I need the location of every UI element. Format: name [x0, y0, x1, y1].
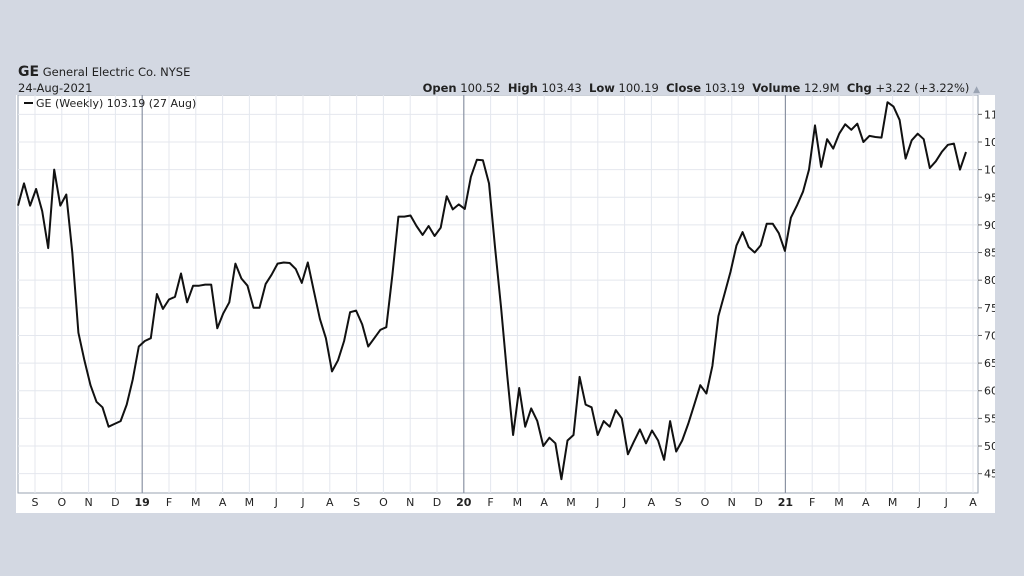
x-tick-label: O	[701, 496, 710, 509]
x-tick-label: O	[379, 496, 388, 509]
exchange-name: NYSE	[160, 65, 191, 79]
open-label: Open	[422, 81, 457, 95]
chg-value: +3.22 (+3.22%)	[875, 81, 970, 95]
x-tick-label: A	[862, 496, 870, 509]
plot-area	[17, 95, 979, 494]
volume-value: 12.9M	[804, 81, 840, 95]
y-tick-label: 110	[984, 108, 995, 121]
y-tick-label: 65	[984, 357, 995, 370]
y-tick-label: 55	[984, 412, 995, 425]
y-tick-label: 95	[984, 191, 995, 204]
y-tick-label: 80	[984, 274, 995, 287]
y-tick-label: 75	[984, 302, 995, 315]
x-tick-label: N	[728, 496, 736, 509]
x-tick-label: S	[353, 496, 360, 509]
open-value: 100.52	[460, 81, 501, 95]
x-tick-label: A	[648, 496, 656, 509]
x-tick-label: O	[57, 496, 66, 509]
x-tick-label: S	[675, 496, 682, 509]
legend-entry: GE (Weekly) 103.19 (27 Aug)	[36, 97, 196, 110]
x-tick-label: 20	[456, 496, 472, 509]
x-tick-label: J	[274, 496, 278, 509]
price-chart: 45 50 55 60 65 70 75 80 85 90 95 100 105 110 S O N D 19 F M A…	[17, 95, 995, 509]
x-tick-label: F	[487, 496, 493, 509]
x-tick-label: F	[809, 496, 815, 509]
x-tick-label: M	[566, 496, 576, 509]
x-tick-label: M	[834, 496, 844, 509]
chg-label: Chg	[846, 81, 872, 95]
x-tick-label: J	[944, 496, 948, 509]
y-tick-label: 90	[984, 219, 995, 232]
close-value: 103.19	[704, 81, 745, 95]
volume-label: Volume	[752, 81, 801, 95]
high-value: 103.43	[541, 81, 582, 95]
x-tick-label: J	[595, 496, 599, 509]
low-value: 100.19	[618, 81, 659, 95]
company-name: General Electric Co.	[42, 65, 157, 79]
up-arrow-icon: ▲	[973, 85, 980, 95]
chart-frame: 45 50 55 60 65 70 75 80 85 90 95 100 105 110 S O N D 19 F M A…	[16, 95, 995, 513]
high-label: High	[507, 81, 538, 95]
x-tick-label: M	[245, 496, 255, 509]
chart-date: 24-Aug-2021	[18, 81, 93, 95]
close-label: Close	[666, 81, 702, 95]
x-tick-label: A	[540, 496, 548, 509]
x-tick-label: J	[300, 496, 304, 509]
price-series-line	[17, 101, 967, 481]
x-tick-label: A	[326, 496, 334, 509]
ticker-symbol: GE	[18, 64, 40, 80]
x-tick-label: J	[917, 496, 921, 509]
x-tick-label: M	[888, 496, 898, 509]
low-label: Low	[589, 81, 615, 95]
quote-summary: Open 100.52 High 103.43 Low 100.19 Close…	[423, 81, 980, 95]
x-tick-label: N	[84, 496, 92, 509]
y-tick-label: 105	[984, 136, 995, 149]
x-tick-label: J	[622, 496, 626, 509]
x-tick-label: D	[754, 496, 762, 509]
x-tick-label: D	[433, 496, 441, 509]
x-tick-label: F	[166, 496, 172, 509]
x-tick-label: 19	[135, 496, 150, 509]
y-tick-label: 45	[984, 468, 995, 481]
x-tick-label: 21	[778, 496, 793, 509]
x-tick-label: A	[969, 496, 977, 509]
y-tick-label: 85	[984, 247, 995, 260]
x-tick-label: D	[111, 496, 119, 509]
x-tick-label: N	[406, 496, 414, 509]
x-tick-label: M	[191, 496, 201, 509]
y-tick-label: 70	[984, 329, 995, 342]
y-tick-label: 50	[984, 440, 995, 453]
x-tick-label: A	[219, 496, 227, 509]
chart-title-row: GE General Electric Co. NYSE	[18, 64, 190, 80]
y-tick-label: 100	[984, 164, 995, 177]
x-tick-label: M	[513, 496, 523, 509]
x-tick-label: S	[32, 496, 39, 509]
y-tick-label: 60	[984, 385, 995, 398]
